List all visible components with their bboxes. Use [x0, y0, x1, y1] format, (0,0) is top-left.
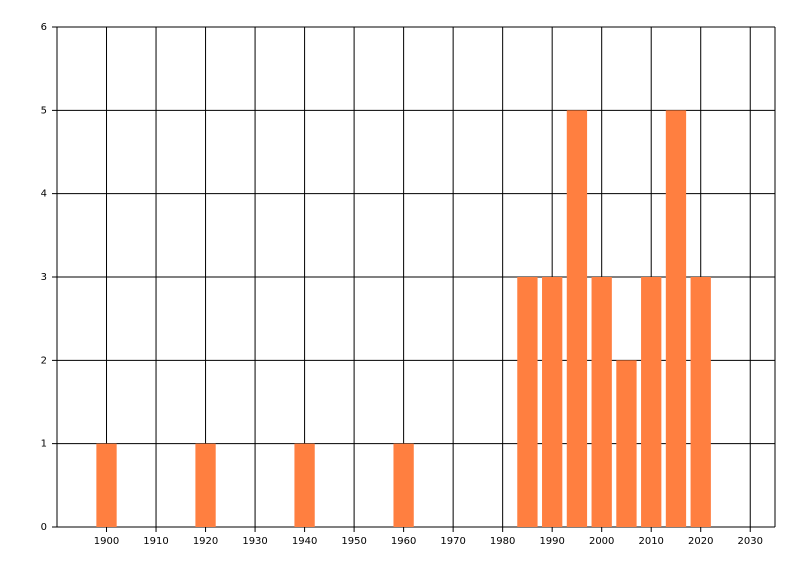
- x-tick-label: 1910: [143, 536, 168, 547]
- x-tick-label: 1940: [292, 536, 317, 547]
- x-tick-label: 1960: [391, 536, 416, 547]
- x-tick-label: 1950: [341, 536, 366, 547]
- bar: [517, 277, 538, 527]
- bar: [96, 443, 117, 527]
- bar: [294, 443, 315, 527]
- y-tick-label: 6: [41, 22, 47, 33]
- bar: [195, 443, 216, 527]
- x-tick-label: 1900: [94, 536, 119, 547]
- y-tick-label: 0: [41, 522, 47, 533]
- x-tick-label: 1920: [193, 536, 218, 547]
- y-tick-label: 4: [41, 189, 47, 200]
- bar: [566, 110, 588, 527]
- bar: [542, 277, 563, 527]
- bar: [591, 277, 612, 527]
- x-tick-label: 1980: [490, 536, 515, 547]
- y-tick-label: 1: [41, 439, 47, 450]
- bar: [393, 443, 414, 527]
- bar: [665, 110, 687, 527]
- y-tick-label: 2: [41, 355, 47, 366]
- bar: [690, 277, 711, 527]
- x-tick-label: 2030: [738, 536, 763, 547]
- bar: [616, 360, 637, 527]
- bar: [641, 277, 662, 527]
- y-tick-label: 5: [41, 105, 47, 116]
- x-tick-label: 1930: [242, 536, 267, 547]
- x-tick-label: 1990: [539, 536, 564, 547]
- x-tick-label: 1970: [440, 536, 465, 547]
- x-tick-label: 2010: [638, 536, 663, 547]
- x-tick-label: 2000: [589, 536, 614, 547]
- x-tick-label: 2020: [688, 536, 713, 547]
- y-tick-label: 3: [41, 272, 47, 283]
